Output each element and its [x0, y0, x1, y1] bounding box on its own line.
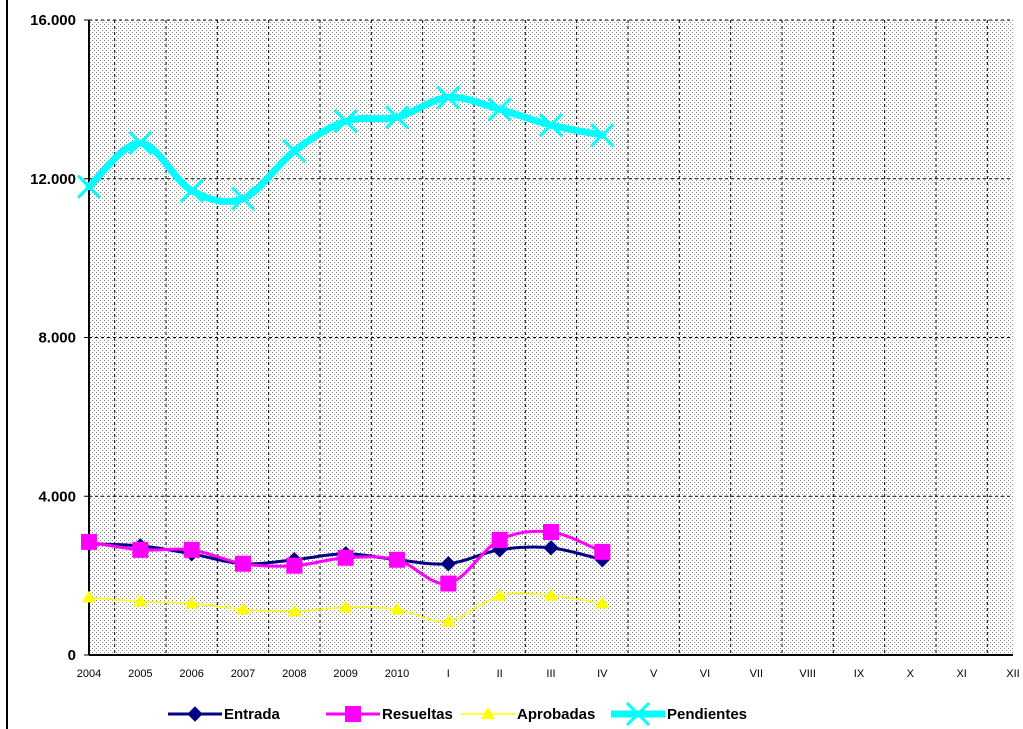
- point-resueltas-iii: [543, 523, 559, 540]
- point-aprobadas-i: [441, 614, 456, 627]
- point-pendientes-2007: [230, 186, 256, 211]
- point-resueltas-iv: [594, 543, 611, 560]
- legend-marker-aprobadas: [481, 707, 495, 719]
- point-entrada-i: [440, 556, 457, 572]
- point-pendientes-2006: [179, 178, 204, 203]
- point-aprobadas-2005: [133, 594, 148, 607]
- point-pendientes-iv: [590, 123, 615, 148]
- point-pendientes-2004: [76, 174, 102, 199]
- point-resueltas-2007: [235, 555, 251, 572]
- series-pendientes: [76, 85, 615, 211]
- x-tick-label-2007: 2007: [231, 668, 255, 680]
- x-tick-label-x: X: [907, 668, 915, 680]
- x-tick-label-2009: 2009: [333, 668, 357, 680]
- point-aprobadas-2004: [82, 590, 96, 603]
- x-tick-label-2004: 2004: [77, 668, 101, 680]
- legend-label-resueltas: Resueltas: [382, 706, 453, 723]
- point-resueltas-2010: [389, 551, 405, 568]
- series-resueltas: [81, 523, 611, 592]
- x-tick-label-iv: IV: [597, 668, 608, 680]
- point-aprobadas-iii: [544, 588, 558, 601]
- x-tick-label-2006: 2006: [179, 668, 203, 680]
- legend-item-aprobadas: Aprobadas: [461, 706, 595, 723]
- point-aprobadas-iv: [595, 596, 610, 609]
- legend-label-aprobadas: Aprobadas: [517, 706, 595, 723]
- x-tick-label-ii: II: [497, 668, 503, 680]
- point-aprobadas-2010: [390, 602, 404, 615]
- x-tick-label-vi: VI: [700, 668, 710, 680]
- series-aprobadas: [82, 588, 610, 627]
- point-aprobadas-2006: [184, 596, 199, 609]
- x-tick-label-2010: 2010: [385, 668, 409, 680]
- point-aprobadas-2007: [236, 602, 250, 615]
- legend-marker-resueltas: [345, 706, 361, 722]
- point-aprobadas-2008: [287, 604, 302, 617]
- point-pendientes-2005: [128, 130, 153, 156]
- x-tick-label-v: V: [650, 668, 658, 680]
- x-tick-label-i: I: [447, 668, 450, 680]
- point-aprobadas-ii: [492, 588, 507, 601]
- legend-item-pendientes: Pendientes: [611, 701, 747, 727]
- legend-item-entrada: Entrada: [168, 706, 281, 723]
- point-pendientes-ii: [487, 97, 512, 122]
- y-tick-label-16000: 16.000: [30, 12, 76, 29]
- legend-marker-entrada: [187, 706, 203, 722]
- x-tick-label-2008: 2008: [282, 668, 306, 680]
- point-entrada-iii: [543, 540, 559, 556]
- legend-marker-pendientes: [625, 701, 651, 727]
- point-pendientes-i: [436, 85, 461, 110]
- x-tick-label-ix: IX: [854, 668, 865, 680]
- legend-item-resueltas: Resueltas: [326, 706, 453, 723]
- point-resueltas-2006: [183, 541, 200, 558]
- point-resueltas-ii: [491, 531, 508, 548]
- x-tick-label-vii: VII: [750, 668, 763, 680]
- point-resueltas-2004: [81, 533, 97, 550]
- point-resueltas-2009: [337, 549, 354, 566]
- y-tick-label-4000: 4.000: [38, 488, 76, 505]
- point-pendientes-2009: [333, 109, 358, 134]
- x-tick-label-iii: III: [546, 668, 555, 680]
- point-pendientes-iii: [538, 113, 564, 138]
- x-tick-label-xi: XI: [956, 668, 966, 680]
- x-tick-label-viii: VIII: [799, 668, 816, 680]
- legend-label-pendientes: Pendientes: [667, 706, 747, 723]
- point-aprobadas-2009: [338, 600, 353, 613]
- point-resueltas-2008: [286, 557, 303, 574]
- legend-label-entrada: Entrada: [224, 706, 281, 723]
- point-resueltas-i: [440, 575, 457, 592]
- y-tick-label-8000: 8.000: [38, 330, 76, 347]
- y-tick-label-12000: 12.000: [30, 171, 76, 188]
- point-pendientes-2010: [384, 105, 410, 130]
- point-pendientes-2008: [282, 138, 307, 164]
- x-tick-label-2005: 2005: [128, 668, 152, 680]
- x-tick-label-xii: XII: [1006, 668, 1019, 680]
- point-resueltas-2005: [132, 541, 149, 558]
- y-tick-label-0: 0: [68, 647, 76, 664]
